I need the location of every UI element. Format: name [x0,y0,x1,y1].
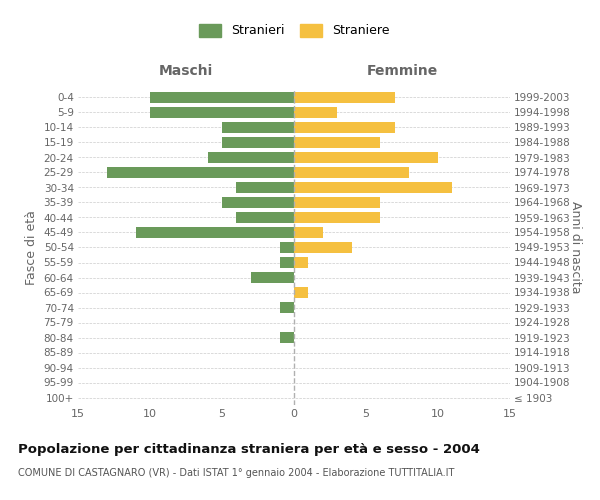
Y-axis label: Fasce di età: Fasce di età [25,210,38,285]
Text: Femmine: Femmine [367,64,437,78]
Bar [222,136,294,148]
Bar [294,106,337,118]
Legend: Stranieri, Straniere: Stranieri, Straniere [193,18,395,42]
Bar [294,242,352,254]
Bar [294,256,308,268]
Bar [236,212,294,224]
Bar [294,182,452,194]
Bar [150,92,294,104]
Bar [107,166,294,178]
Bar [222,122,294,134]
Bar [294,92,395,104]
Bar [236,182,294,194]
Bar [294,136,380,148]
Bar [294,226,323,238]
Bar [222,196,294,208]
Bar [294,196,380,208]
Bar [251,272,294,283]
Text: COMUNE DI CASTAGNARO (VR) - Dati ISTAT 1° gennaio 2004 - Elaborazione TUTTITALIA: COMUNE DI CASTAGNARO (VR) - Dati ISTAT 1… [18,468,454,477]
Bar [294,166,409,178]
Bar [280,332,294,344]
Bar [280,242,294,254]
Bar [136,226,294,238]
Y-axis label: Anni di nascita: Anni di nascita [569,201,582,294]
Text: Popolazione per cittadinanza straniera per età e sesso - 2004: Popolazione per cittadinanza straniera p… [18,442,480,456]
Text: Maschi: Maschi [159,64,213,78]
Bar [294,212,380,224]
Bar [294,286,308,298]
Bar [294,122,395,134]
Bar [280,256,294,268]
Bar [150,106,294,118]
Bar [294,152,438,164]
Bar [208,152,294,164]
Bar [280,302,294,314]
